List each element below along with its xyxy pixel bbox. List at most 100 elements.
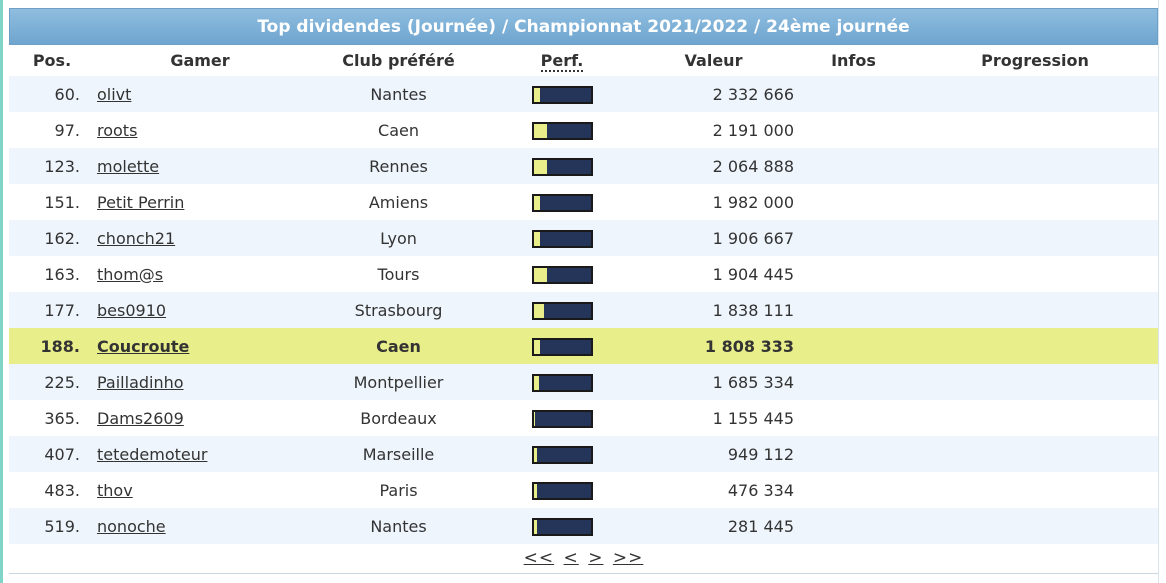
rank-cell: 365. <box>9 400 95 436</box>
valeur-cell: 2 191 000 <box>632 112 795 148</box>
first-page-link[interactable]: << <box>523 548 555 568</box>
club-cell: Marseille <box>305 436 492 472</box>
perf-cell <box>492 148 632 184</box>
column-header-gamer[interactable]: Gamer <box>170 51 230 70</box>
rank-cell: 225. <box>9 364 95 400</box>
rank-cell: 483. <box>9 472 95 508</box>
progression-cell <box>912 256 1158 292</box>
infos-cell <box>795 184 912 220</box>
left-edge-accent <box>0 0 3 583</box>
rank-cell: 97. <box>9 112 95 148</box>
club-cell: Strasbourg <box>305 292 492 328</box>
previous-page-link[interactable]: < <box>563 548 579 568</box>
table-row: 151. Petit Perrin Amiens 1 982 000 <box>9 184 1158 220</box>
perf-cell <box>492 436 632 472</box>
perf-bar <box>531 373 593 392</box>
gamer-link[interactable]: thov <box>97 480 133 500</box>
infos-cell <box>795 148 912 184</box>
progression-cell <box>912 148 1158 184</box>
club-cell: Rennes <box>305 148 492 184</box>
valeur-cell: 949 112 <box>632 436 795 472</box>
club-cell: Nantes <box>305 76 492 112</box>
club-cell: Caen <box>305 328 492 364</box>
perf-bar-fill <box>533 447 537 462</box>
gamer-link[interactable]: Dams2609 <box>97 408 184 428</box>
rank-cell: 123. <box>9 148 95 184</box>
infos-cell <box>795 328 912 364</box>
infos-cell <box>795 364 912 400</box>
club-cell: Nantes <box>305 508 492 544</box>
table-row: 483. thov Paris 476 334 <box>9 472 1158 508</box>
table-title: Top dividendes (Journée) / Championnat 2… <box>9 8 1158 45</box>
gamer-link[interactable]: thom@s <box>97 264 164 284</box>
perf-bar-fill <box>533 339 540 354</box>
gamer-link[interactable]: Pailladinho <box>97 372 184 392</box>
gamer-link[interactable]: Coucroute <box>97 336 190 356</box>
gamer-link[interactable]: roots <box>97 120 138 140</box>
perf-cell <box>492 508 632 544</box>
column-header-club[interactable]: Club préféré <box>342 51 455 70</box>
perf-bar <box>531 301 593 320</box>
perf-cell <box>492 328 632 364</box>
last-page-link[interactable]: >> <box>612 548 644 568</box>
rank-cell: 519. <box>9 508 95 544</box>
rank-cell: 162. <box>9 220 95 256</box>
perf-bar <box>531 481 593 500</box>
valeur-cell: 1 904 445 <box>632 256 795 292</box>
gamer-cell: bes0910 <box>95 292 305 328</box>
gamer-link[interactable]: olivt <box>97 84 132 104</box>
gamer-cell: Dams2609 <box>95 400 305 436</box>
perf-cell <box>492 220 632 256</box>
rank-cell: 188. <box>9 328 95 364</box>
valeur-cell: 476 334 <box>632 472 795 508</box>
column-header-perf[interactable]: Perf. <box>492 45 632 76</box>
rank-cell: 163. <box>9 256 95 292</box>
perf-bar <box>531 85 593 104</box>
column-header-pos[interactable]: Pos. <box>32 51 72 70</box>
perf-header-label[interactable]: Perf. <box>540 51 584 72</box>
gamer-cell: roots <box>95 112 305 148</box>
table-row: 97. roots Caen 2 191 000 <box>9 112 1158 148</box>
perf-bar-fill <box>533 195 540 210</box>
column-header-progression[interactable]: Progression <box>981 51 1089 70</box>
gamer-link[interactable]: tetedemoteur <box>97 444 208 464</box>
perf-bar <box>531 409 593 428</box>
progression-cell <box>912 292 1158 328</box>
perf-bar-fill <box>533 231 540 246</box>
gamer-link[interactable]: chonch21 <box>97 228 176 248</box>
gamer-cell: Pailladinho <box>95 364 305 400</box>
valeur-cell: 1 685 334 <box>632 364 795 400</box>
gamer-link[interactable]: nonoche <box>97 516 166 536</box>
column-header-valeur[interactable]: Valeur <box>684 51 743 70</box>
progression-cell <box>912 76 1158 112</box>
progression-cell <box>912 508 1158 544</box>
gamer-cell: thom@s <box>95 256 305 292</box>
club-cell: Amiens <box>305 184 492 220</box>
gamer-link[interactable]: bes0910 <box>97 300 167 320</box>
club-cell: Lyon <box>305 220 492 256</box>
rank-cell: 60. <box>9 76 95 112</box>
rank-cell: 407. <box>9 436 95 472</box>
progression-cell <box>912 472 1158 508</box>
gamer-link[interactable]: molette <box>97 156 160 176</box>
club-cell: Bordeaux <box>305 400 492 436</box>
bottom-divider <box>9 573 1158 574</box>
perf-bar-fill <box>533 303 544 318</box>
progression-cell <box>912 436 1158 472</box>
gamer-link[interactable]: Petit Perrin <box>97 192 185 212</box>
progression-cell <box>912 400 1158 436</box>
club-cell: Montpellier <box>305 364 492 400</box>
table-row: 177. bes0910 Strasbourg 1 838 111 <box>9 292 1158 328</box>
club-cell: Paris <box>305 472 492 508</box>
valeur-cell: 281 445 <box>632 508 795 544</box>
column-header-infos[interactable]: Infos <box>831 51 876 70</box>
perf-bar <box>531 517 593 536</box>
perf-cell <box>492 292 632 328</box>
table-row-current-user: 188. Coucroute Caen 1 808 333 <box>9 328 1158 364</box>
perf-cell <box>492 256 632 292</box>
infos-cell <box>795 508 912 544</box>
infos-cell <box>795 256 912 292</box>
perf-bar <box>531 445 593 464</box>
next-page-link[interactable]: > <box>588 548 604 568</box>
valeur-cell: 1 808 333 <box>632 328 795 364</box>
